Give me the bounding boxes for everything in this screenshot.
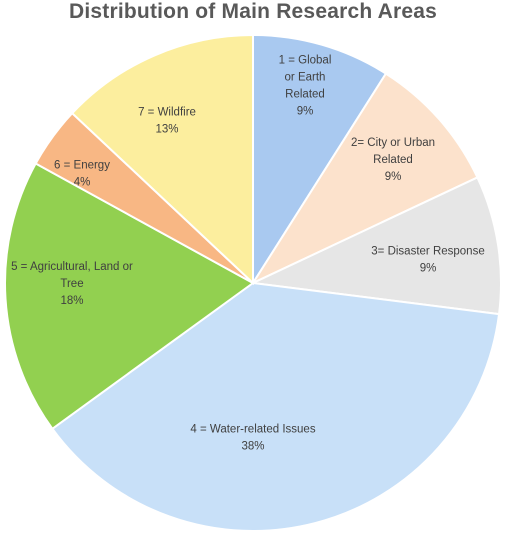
- pie-slice-5: [4, 162, 255, 431]
- slice-percent-4: 38%: [241, 441, 264, 453]
- slice-label-6: 6 = Energy 4%: [54, 160, 110, 189]
- slice-name-line: or Earth: [285, 72, 326, 84]
- slice-name-line: 1 = Global: [279, 55, 332, 67]
- slice-label-7: 7 = Wildfire 13%: [138, 107, 196, 136]
- chart-title: Distribution of Main Research Areas: [69, 0, 437, 23]
- pie-slice-3: [249, 176, 502, 316]
- slice-label-3: 3= Disaster Response 9%: [371, 246, 484, 275]
- pie-slice-4: [50, 281, 501, 532]
- slice-name-line: Related: [285, 89, 325, 101]
- slice-percent-1: 9%: [297, 106, 314, 118]
- slice-percent-6: 4%: [74, 177, 91, 189]
- pie-slice-1: [252, 33, 388, 287]
- slice-name-line: 4 = Water-related Issues: [190, 424, 315, 436]
- slice-percent-5: 18%: [60, 295, 83, 307]
- slice-name-line: Tree: [60, 278, 83, 290]
- slice-name-line: 2= City or Urban: [351, 137, 435, 149]
- pie-slice-7: [70, 33, 254, 286]
- slice-label-1: 1 = Global or Earth Related 9%: [279, 55, 332, 118]
- slice-label-5: 5 = Agricultural, Land or Tree 18%: [11, 261, 133, 307]
- slice-label-4: 4 = Water-related Issues 38%: [190, 424, 315, 453]
- slice-name-line: 6 = Energy: [54, 160, 110, 172]
- slice-label-2: 2= City or Urban Related 9%: [351, 137, 435, 183]
- slice-percent-7: 13%: [155, 124, 178, 136]
- slice-name-line: 7 = Wildfire: [138, 107, 196, 119]
- slice-name-line: 3= Disaster Response: [371, 246, 484, 258]
- slice-name-line: 5 = Agricultural, Land or: [11, 261, 133, 273]
- slice-percent-2: 9%: [385, 171, 402, 183]
- pie-slice-2: [250, 72, 479, 286]
- slice-percent-3: 9%: [420, 263, 437, 275]
- slice-name-line: Related: [373, 154, 413, 166]
